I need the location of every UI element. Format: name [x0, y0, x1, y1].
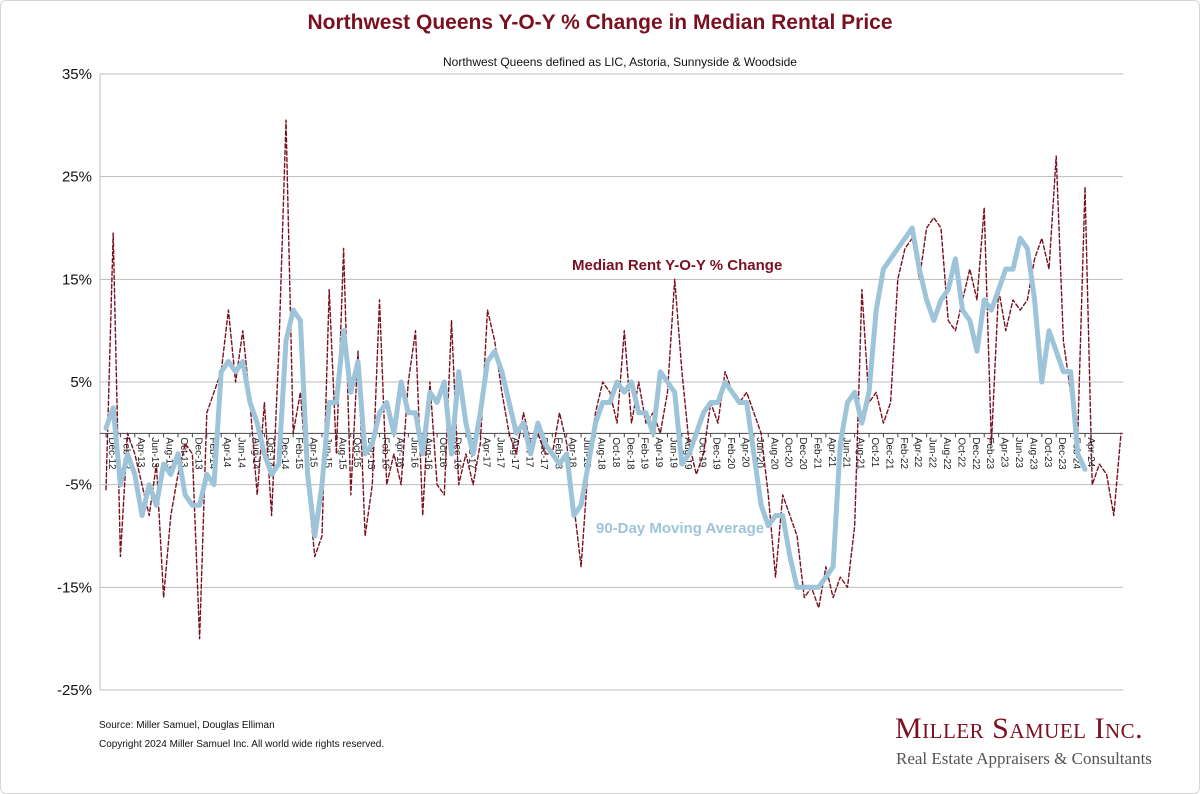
x-tick-label: Apr-22	[912, 437, 923, 467]
x-tick-label: Aug-16	[423, 437, 434, 470]
x-tick-label: Apr-24	[1085, 437, 1096, 467]
x-tick-label: Oct-18	[610, 437, 621, 467]
x-tick-label: Jun-18	[581, 437, 592, 468]
brand-tagline: Real Estate Appraisers & Consultants	[896, 749, 1152, 768]
x-tick-label: Feb-14	[207, 437, 218, 469]
x-tick-label: Feb-18	[552, 437, 563, 469]
x-tick-label: Oct-20	[783, 437, 794, 467]
y-tick-label: -25%	[57, 682, 92, 699]
x-tick-label: Jun-21	[840, 437, 851, 468]
x-tick-label: Dec-17	[538, 437, 549, 470]
x-tick-label: Dec-19	[711, 437, 722, 470]
x-tick-label: Aug-21	[855, 437, 866, 470]
x-tick-label: Apr-16	[394, 437, 405, 467]
x-tick-label: Apr-19	[653, 437, 664, 467]
x-tick-label: Apr-18	[567, 437, 578, 467]
x-tick-label: Oct-14	[264, 437, 275, 467]
x-tick-label: Aug-18	[596, 437, 607, 470]
x-tick-label: Jun-13	[149, 437, 160, 468]
x-tick-label: Dec-22	[970, 437, 981, 470]
x-tick-label: Jun-20	[754, 437, 765, 468]
copyright-note: Copyright 2024 Miller Samuel Inc. All wo…	[99, 739, 385, 750]
x-tick-label: Oct-23	[1042, 437, 1053, 467]
chart-subtitle: Northwest Queens defined as LIC, Astoria…	[443, 55, 797, 69]
series-layer	[103, 119, 1122, 640]
x-tick-label: Jun-14	[236, 437, 247, 468]
x-tick-label: Feb-22	[898, 437, 909, 469]
x-tick-label: Dec-21	[883, 437, 894, 470]
x-tick-label: Dec-20	[797, 437, 808, 470]
x-tick-label: Feb-15	[293, 437, 304, 469]
x-tick-label: Oct-19	[696, 437, 707, 467]
grid-lines	[99, 73, 1123, 691]
y-tick-label: 25%	[62, 169, 92, 186]
x-tick-label: Dec-14	[279, 437, 290, 470]
x-tick-label: Jun-15	[322, 437, 333, 468]
x-tick-label: Oct-22	[955, 437, 966, 467]
x-tick-label: Dec-13	[192, 437, 203, 470]
x-tick-label: Aug-13	[164, 437, 175, 470]
x-tick-label: Apr-23	[999, 437, 1010, 467]
x-tick-label: Apr-15	[308, 437, 319, 467]
x-tick-label: Jun-19	[667, 437, 678, 468]
x-tick-label: Feb-20	[725, 437, 736, 469]
annotation-median-rent: Median Rent Y-O-Y % Change	[572, 257, 782, 274]
x-tick-label: Dec-23	[1056, 437, 1067, 470]
x-tick-label: Jun-23	[1013, 437, 1024, 468]
x-tick-label: Apr-13	[135, 437, 146, 467]
x-tick-label: Oct-15	[351, 437, 362, 467]
x-tick-label: Aug-20	[768, 437, 779, 470]
source-note: Source: Miller Samuel, Douglas Elliman	[99, 720, 275, 731]
annotation-moving-average: 90-Day Moving Average	[596, 520, 764, 537]
x-tick-label: Apr-21	[826, 437, 837, 467]
y-axis: 35% 25% 15% 5% -5% -15% -25%	[57, 66, 92, 699]
x-tick-label: Jun-16	[408, 437, 419, 468]
x-tick-label: Feb-21	[811, 437, 822, 469]
x-tick-label: Oct-16	[437, 437, 448, 467]
x-tick-label: Apr-20	[739, 437, 750, 467]
brand-logo-text: Miller Samuel Inc.	[895, 712, 1144, 745]
x-tick-label: Aug-14	[250, 437, 261, 470]
y-tick-label: 15%	[62, 271, 92, 288]
series-line-moving-average	[103, 225, 1088, 590]
x-tick-label: Feb-23	[984, 437, 995, 469]
x-tick-label: Dec-18	[624, 437, 635, 470]
y-tick-label: -15%	[57, 579, 92, 596]
x-tick-label: Dec-12	[106, 437, 117, 470]
y-tick-label: 5%	[70, 374, 92, 391]
x-tick-label: Jun-22	[927, 437, 938, 468]
chart-title: Northwest Queens Y-O-Y % Change in Media…	[307, 11, 893, 34]
x-tick-label: Aug-23	[1027, 437, 1038, 470]
y-tick-label: -5%	[65, 477, 92, 494]
x-tick-label: Dec-15	[365, 437, 376, 470]
x-tick-label: Apr-14	[221, 437, 232, 467]
x-tick-label: Jun-17	[495, 437, 506, 468]
y-tick-label: 35%	[62, 66, 92, 83]
x-tick-label: Aug-22	[941, 437, 952, 470]
series-line-median-rent	[105, 119, 1122, 640]
x-tick-label: Aug-17	[509, 437, 520, 470]
x-tick-label: Aug-15	[336, 437, 347, 470]
x-tick-label: Apr-17	[480, 437, 491, 467]
x-tick-label: Feb-19	[639, 437, 650, 469]
x-tick-label: Oct-21	[869, 437, 880, 467]
